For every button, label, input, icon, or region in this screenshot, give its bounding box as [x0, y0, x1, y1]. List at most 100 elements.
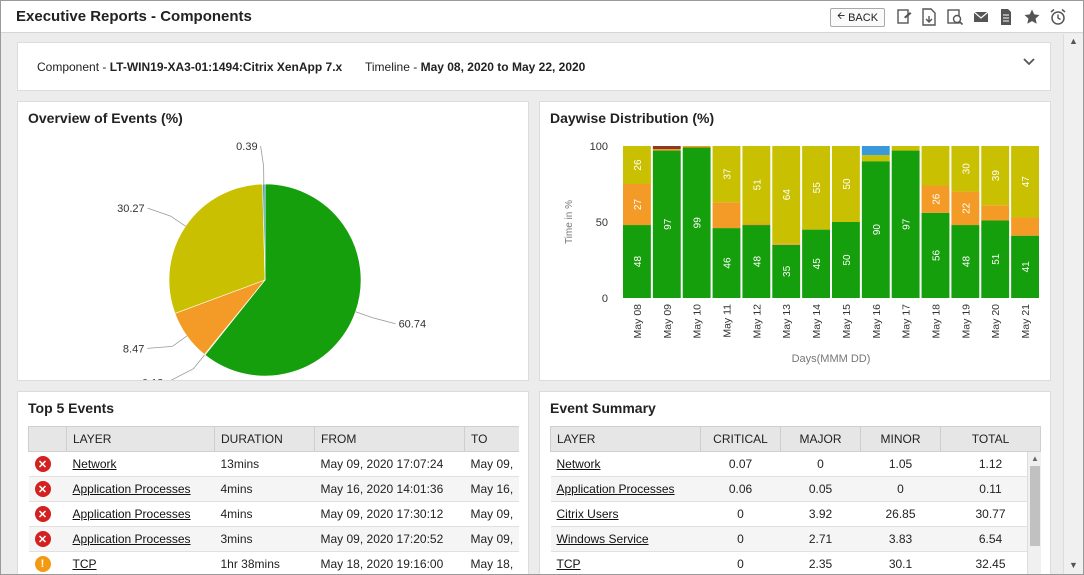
bar-segment[interactable]: [832, 146, 860, 222]
layer-link[interactable]: TCP: [72, 557, 97, 571]
page-title: Executive Reports - Components: [16, 8, 252, 25]
bar-segment[interactable]: [772, 146, 801, 244]
export-pdf-icon[interactable]: [919, 7, 939, 27]
layer-link[interactable]: Citrix Users: [556, 507, 619, 521]
bar-segment[interactable]: [861, 161, 890, 298]
bar-segment[interactable]: [742, 223, 771, 226]
col-severity[interactable]: [28, 426, 67, 452]
layer-link[interactable]: Application Processes: [72, 507, 191, 521]
page-scrollbar[interactable]: ▲ ▼: [1063, 34, 1083, 574]
bar-segment[interactable]: [712, 146, 741, 203]
bar-segment[interactable]: [921, 185, 950, 213]
bar-segment[interactable]: [951, 191, 980, 226]
col-layer[interactable]: LAYER: [66, 426, 215, 452]
table-row[interactable]: ✕ Network 13mins May 09, 2020 17:07:24 May 0…: [28, 451, 519, 477]
pie-slice[interactable]: [204, 183, 362, 377]
bar-segment[interactable]: [861, 155, 890, 162]
bar-segment[interactable]: [802, 146, 830, 230]
layer-link[interactable]: TCP: [556, 557, 581, 571]
bar-segment[interactable]: [1011, 235, 1039, 298]
bar-segment[interactable]: [623, 184, 651, 226]
bar-segment[interactable]: [652, 149, 681, 151]
table-row[interactable]: ✕ Application Processes 4mins May 16, 2020 …: [28, 476, 519, 502]
top-events-table-wrap: LAYER DURATION FROM TO ✕ Network 13mins May…: [28, 426, 519, 574]
top-events-table: LAYER DURATION FROM TO ✕ Network 13mins May…: [28, 426, 519, 574]
schedule-alarm-icon[interactable]: [1048, 7, 1068, 27]
pie-data-label: 0.13: [142, 378, 163, 380]
table-row[interactable]: Application Processes 0.06 0.05 0 0.11: [550, 476, 1041, 502]
layer-link[interactable]: Network: [72, 457, 117, 471]
col-major[interactable]: MAJOR: [780, 426, 861, 452]
bar-segment[interactable]: [802, 229, 830, 298]
bar-data-label: 37: [723, 168, 734, 180]
critical-cell: 0: [700, 501, 781, 527]
bar-segment[interactable]: [981, 205, 1010, 221]
col-total[interactable]: TOTAL: [940, 426, 1041, 452]
summary-scrollbar[interactable]: ▲: [1027, 452, 1041, 574]
bar-segment[interactable]: [1011, 217, 1039, 236]
bar-data-label: 39: [991, 170, 1002, 182]
bar-segment[interactable]: [742, 225, 771, 298]
table-row[interactable]: ✕ Application Processes 4mins May 09, 2020 …: [28, 501, 519, 527]
bar-segment[interactable]: [682, 147, 711, 298]
table-row[interactable]: Citrix Users 0 3.92 26.85 30.77: [550, 501, 1041, 527]
bar-segment[interactable]: [891, 146, 920, 151]
table-row[interactable]: Windows Service 0 2.71 3.83 6.54: [550, 526, 1041, 552]
bar-segment[interactable]: [623, 225, 651, 298]
bar-segment[interactable]: [742, 146, 771, 224]
scroll-up-icon[interactable]: ▲: [1031, 454, 1039, 463]
table-row[interactable]: ! TCP 1hr 38mins May 18, 2020 19:16:00 May 1…: [28, 551, 519, 574]
scroll-up-icon[interactable]: ▲: [1069, 36, 1078, 46]
layer-link[interactable]: Application Processes: [72, 532, 191, 546]
duration-cell: 13mins: [214, 451, 315, 477]
col-duration[interactable]: DURATION: [214, 426, 315, 452]
table-row[interactable]: Network 0.07 0 1.05 1.12: [550, 451, 1041, 477]
layer-link[interactable]: Application Processes: [556, 482, 675, 496]
col-minor[interactable]: MINOR: [860, 426, 941, 452]
table-row[interactable]: TCP 0 2.35 30.1 32.45: [550, 551, 1041, 574]
bar-segment[interactable]: [891, 150, 920, 298]
bar-data-label: 27: [633, 199, 644, 211]
bar-segment[interactable]: [772, 244, 801, 298]
bar-segment[interactable]: [652, 150, 681, 298]
bar-segment[interactable]: [951, 146, 980, 192]
pie-slice[interactable]: [168, 183, 266, 314]
layer-link[interactable]: Network: [556, 457, 601, 471]
col-layer[interactable]: LAYER: [550, 426, 701, 452]
event-summary-table: LAYER CRITICAL MAJOR MINOR TOTAL Network…: [550, 426, 1041, 574]
bar-segment[interactable]: [712, 202, 741, 229]
bar-segment[interactable]: [682, 146, 711, 148]
overview-pie-chart: 60.74 0.13 8.47 30.27 0.39: [117, 141, 426, 380]
scroll-down-icon[interactable]: ▼: [1069, 560, 1078, 570]
bar-segment[interactable]: [981, 146, 1010, 206]
chevron-down-icon[interactable]: [1022, 55, 1036, 69]
bar-segment[interactable]: [981, 220, 1010, 298]
bar-segment[interactable]: [623, 146, 651, 184]
back-button[interactable]: 🡨 BACK: [830, 8, 885, 27]
document-icon[interactable]: [996, 7, 1016, 27]
email-icon[interactable]: [971, 7, 991, 27]
bar-segment[interactable]: [921, 146, 950, 186]
bar-data-label: 97: [902, 218, 913, 230]
col-to[interactable]: TO: [464, 426, 519, 452]
bar-segment[interactable]: [772, 243, 801, 245]
bar-segment[interactable]: [951, 225, 980, 298]
table-row[interactable]: ✕ Application Processes 3mins May 09, 2020 …: [28, 526, 519, 552]
preview-icon[interactable]: [945, 7, 965, 27]
configure-icon[interactable]: [894, 7, 914, 27]
layer-link[interactable]: Windows Service: [556, 532, 649, 546]
bar-data-label: 90: [872, 224, 883, 236]
bar-segment[interactable]: [1011, 146, 1039, 218]
bar-segment[interactable]: [861, 146, 890, 156]
bar-segment[interactable]: [652, 146, 681, 150]
summary-scroll-thumb[interactable]: [1030, 466, 1040, 546]
layer-link[interactable]: Application Processes: [72, 482, 191, 496]
bar-segment[interactable]: [712, 228, 741, 298]
event-summary-table-wrap: LAYER CRITICAL MAJOR MINOR TOTAL Network…: [550, 426, 1041, 574]
bar-segment[interactable]: [832, 222, 860, 298]
favorite-star-icon[interactable]: [1022, 7, 1042, 27]
col-critical[interactable]: CRITICAL: [700, 426, 781, 452]
col-from[interactable]: FROM: [314, 426, 465, 452]
bar-segment[interactable]: [921, 212, 950, 298]
bar-data-label: 48: [752, 256, 763, 268]
